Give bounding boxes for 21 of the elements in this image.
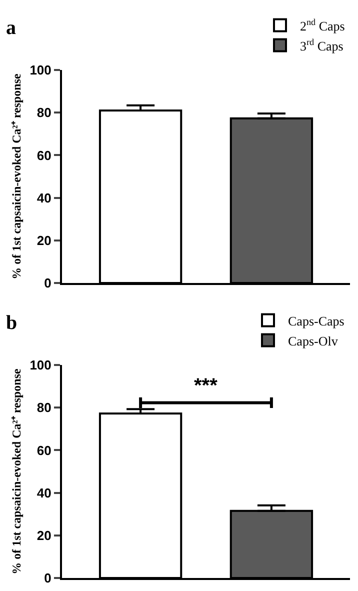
y-tick-label: 40 xyxy=(36,485,52,500)
legend-label: Caps-Caps xyxy=(288,313,344,328)
chart-title: b xyxy=(6,312,18,334)
y-tick-label: 0 xyxy=(44,570,52,586)
y-axis-title: % of 1st capsaicin-evoked Ca²⁺ response xyxy=(9,368,24,574)
legend-label: 2$^{nd}$ Caps xyxy=(300,16,345,34)
y-axis-title: % of 1st capsaicin-evoked Ca²⁺ response xyxy=(9,72,24,280)
y-tick-label: 60 xyxy=(36,148,52,163)
y-tick-label: 100 xyxy=(30,62,52,78)
y-tick-label: 0 xyxy=(44,276,52,291)
chart-title: a xyxy=(6,17,16,39)
y-tick-label: 80 xyxy=(36,105,52,120)
y-tick-label: 20 xyxy=(36,528,52,543)
legend-label: Caps-Olv xyxy=(288,333,338,348)
annotation: *** xyxy=(194,375,218,397)
y-tick-label: 80 xyxy=(36,400,52,416)
y-tick-label: 60 xyxy=(36,442,52,458)
y-tick-label: 100 xyxy=(30,358,52,373)
y-tick-label: 20 xyxy=(36,232,52,248)
legend-label: 3$^{rd}$ Caps xyxy=(300,36,344,54)
y-tick-label: 40 xyxy=(36,190,52,206)
